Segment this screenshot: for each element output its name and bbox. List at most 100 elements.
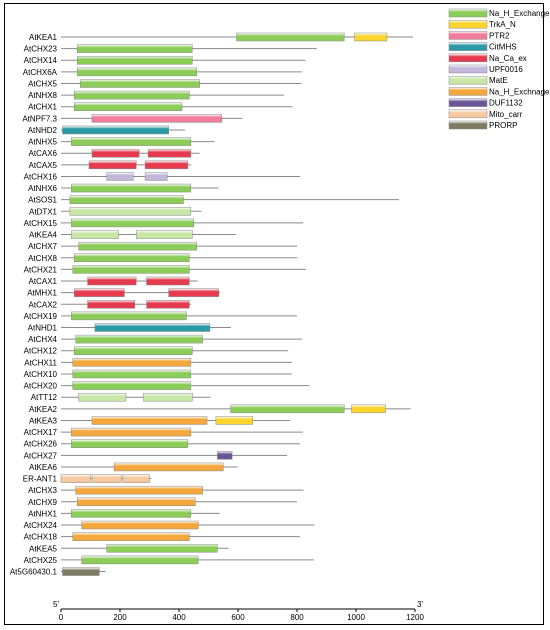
legend-swatch: [448, 53, 488, 63]
legend-swatch: [448, 87, 488, 96]
protein-label: AtCHX25: [24, 556, 58, 565]
x-tick-label: 600: [231, 613, 245, 622]
protein-label: AtCAX2: [29, 300, 58, 309]
protein-label: AtKEA3: [29, 416, 58, 425]
domain-bar: [71, 427, 192, 437]
domain-bar: [91, 474, 122, 483]
legend-swatch: [448, 120, 488, 130]
domain-bar: [88, 160, 137, 170]
domain-bar: [72, 369, 192, 379]
protein-label: AtKEA5: [29, 544, 58, 553]
axis-start-label: 5': [53, 600, 59, 609]
domain-bar: [146, 300, 190, 309]
domain-bar: [75, 334, 203, 344]
protein-label: AtKEA2: [29, 405, 58, 414]
protein-label: AtDTX1: [29, 207, 58, 216]
domain-bar: [76, 497, 196, 507]
domain-bar: [69, 207, 192, 216]
protein-label: AtCHX17: [24, 428, 58, 437]
domain-bar: [144, 172, 168, 181]
x-tick-label: 1000: [347, 613, 365, 622]
legend-swatch: [448, 109, 488, 119]
domain-bar: [354, 32, 388, 42]
domain-bar: [217, 451, 233, 460]
protein-label: AtCHX23: [24, 45, 58, 54]
protein-label: AtNHX5: [28, 138, 57, 147]
domain-bar: [74, 288, 125, 297]
domain-bar: [72, 532, 190, 541]
protein-label: AtCAX6: [29, 149, 58, 158]
domain-bar: [74, 90, 190, 100]
protein-label: AtCAX5: [29, 161, 58, 170]
protein-label: AtNHD1: [28, 324, 58, 333]
protein-label: AtNHD2: [28, 126, 58, 135]
legend-label: CitMHS: [489, 43, 517, 52]
legend-label: Na_H_Exchnager: [489, 87, 550, 96]
protein-label: AtCHX11: [24, 358, 57, 367]
domain-bar: [351, 404, 386, 414]
domain-bar: [76, 67, 197, 77]
protein-label: AtCHX16: [24, 172, 58, 181]
legend-label: Na_H_Exchanger: [489, 9, 550, 18]
x-tick-label: 200: [113, 613, 127, 622]
axis-end-label: 3': [417, 600, 423, 609]
protein-label: AtNPF7.3: [22, 114, 57, 123]
protein-label: AtKEA1: [29, 33, 58, 42]
domain-bar: [113, 462, 224, 472]
legend-swatch: [448, 31, 488, 40]
domain-bar: [76, 55, 193, 65]
domain-bar: [71, 439, 189, 448]
domain-bar: [146, 276, 190, 286]
legend-label: Na_Ca_ex: [489, 54, 527, 63]
protein-label: AtCHX21: [24, 265, 58, 274]
protein-label: AtMHX1: [27, 289, 57, 298]
protein-label: AtCHX18: [24, 533, 58, 542]
legend-swatch: [448, 75, 488, 85]
domain-bar: [71, 183, 192, 193]
legend-label: MatE: [489, 76, 508, 85]
domain-bar: [60, 474, 91, 483]
protein-label: ER-ANT1: [23, 475, 58, 484]
protein-label: AtKEA4: [29, 231, 58, 240]
domain-bar: [62, 567, 100, 576]
protein-label: AtCHX7: [28, 242, 57, 251]
legend-label: PTR2: [489, 31, 510, 40]
protein-label: AtCHX4: [28, 335, 57, 344]
legend-swatch: [448, 98, 488, 107]
domain-bar: [72, 381, 192, 390]
protein-label: AtNHX1: [28, 509, 57, 518]
legend-label: UPF0016: [489, 65, 523, 74]
protein-label: AtCHX14: [24, 56, 58, 65]
domain-bar: [81, 555, 199, 565]
domain-bar: [106, 544, 218, 553]
legend-swatch: [448, 42, 488, 51]
x-tick-label: 0: [59, 613, 64, 622]
domain-bar: [87, 276, 137, 286]
protein-label: AtCHX19: [24, 312, 58, 321]
domain-bar: [81, 520, 199, 530]
protein-label: AtCHX3: [28, 486, 57, 495]
domain-bar: [144, 160, 189, 170]
domain-bar: [75, 485, 203, 495]
protein-label: AtCHX26: [24, 440, 58, 449]
legend-label: DUF1132: [489, 99, 523, 108]
domain-bar: [147, 148, 192, 158]
protein-label: AtCHX8: [28, 254, 57, 263]
domain-bar: [79, 79, 200, 88]
legend-label: TrkA_N: [489, 20, 516, 29]
protein-label: AtNHX6: [28, 184, 57, 193]
protein-label: AtCHX10: [24, 370, 58, 379]
protein-label: AtCHX9: [28, 498, 57, 507]
protein-label: AtNHX8: [28, 91, 57, 100]
domain-bar: [78, 392, 127, 402]
legend-swatch: [448, 19, 488, 29]
legend-swatch: [448, 64, 488, 74]
domain-bar: [72, 265, 190, 274]
domain-bar: [62, 125, 169, 135]
domain-bar: [74, 253, 190, 263]
domain-bar: [91, 114, 223, 123]
domain-bar: [71, 230, 119, 239]
figure-frame: [4, 3, 544, 625]
protein-label: AtCHX15: [24, 219, 58, 228]
